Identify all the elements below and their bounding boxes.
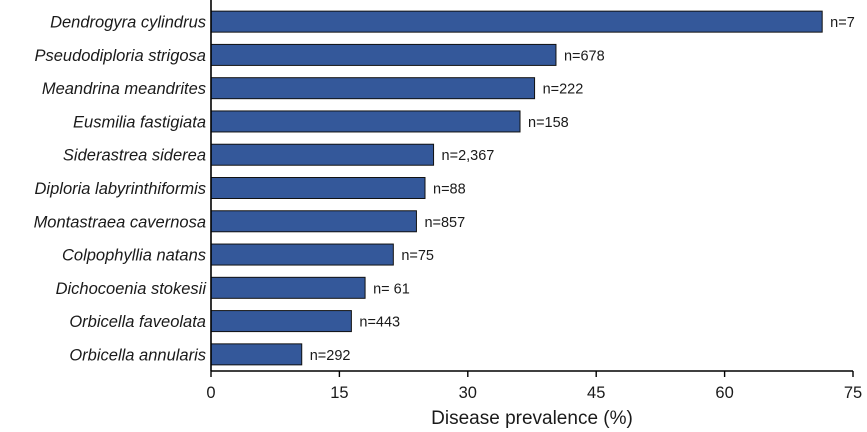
category-label: Siderastrea siderea	[63, 147, 206, 165]
bar	[210, 310, 352, 333]
bar	[210, 10, 823, 33]
bar	[210, 177, 426, 199]
sample-size-label: n=7	[830, 15, 855, 31]
sample-size-label: n= 61	[373, 281, 410, 297]
sample-size-label: n=443	[359, 315, 400, 331]
category-label: Orbicella faveolata	[69, 313, 206, 331]
sample-size-label: n=222	[543, 82, 584, 98]
category-label: Orbicella annularis	[69, 346, 206, 364]
bar	[210, 210, 417, 233]
x-axis-title: Disease prevalence (%)	[431, 408, 633, 429]
category-label: Eusmilia fastigiata	[73, 113, 206, 131]
sample-size-label: n=678	[564, 48, 605, 64]
category-label: Colpophyllia natans	[62, 247, 206, 265]
sample-size-label: n=2,367	[442, 148, 495, 164]
bar	[210, 243, 394, 266]
sample-size-label: n=292	[310, 348, 351, 364]
x-tick-label: 30	[459, 384, 477, 402]
bar	[210, 276, 366, 299]
sample-size-label: n=158	[528, 115, 569, 131]
category-label: Diploria labyrinthiformis	[35, 180, 206, 198]
category-label: Meandrina meandrites	[42, 80, 206, 98]
x-tick-label: 15	[330, 384, 348, 402]
bar	[210, 143, 435, 166]
sample-size-label: n=857	[424, 215, 465, 231]
x-tick-label: 60	[715, 384, 733, 402]
bar	[210, 77, 536, 100]
bar	[210, 43, 557, 66]
x-tick-label: 75	[844, 384, 862, 402]
x-tick-label: 45	[587, 384, 605, 402]
bar	[210, 343, 303, 366]
sample-size-label: n=75	[401, 248, 434, 264]
bars: Dendrogyra cylindrus n=7 Pseudodiploria st…	[34, 10, 855, 366]
bar	[210, 110, 521, 133]
sample-size-label: n=88	[433, 182, 466, 198]
x-axis-ticks: 0 15 30 45 60 75	[206, 371, 862, 402]
category-label: Dendrogyra cylindrus	[50, 14, 206, 32]
x-tick-label: 0	[206, 384, 215, 402]
category-label: Dichocoenia stokesii	[56, 280, 208, 298]
category-label: Montastraea cavernosa	[34, 213, 206, 231]
category-label: Pseudodiploria strigosa	[34, 47, 206, 65]
